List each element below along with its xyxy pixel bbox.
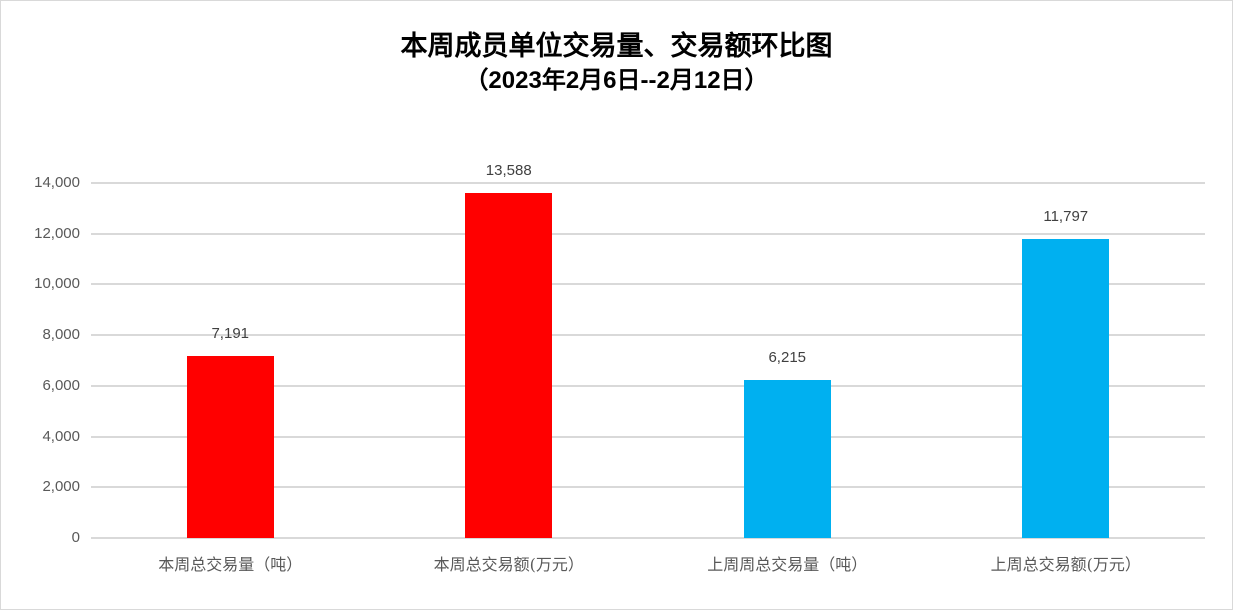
- x-category-label: 上周周总交易量（吨）: [707, 555, 868, 574]
- y-tick-label: 8,000: [42, 326, 80, 344]
- bar: [465, 193, 553, 538]
- gridline: [91, 283, 1205, 286]
- y-tick-label: 14,000: [34, 174, 80, 191]
- data-label: 13,588: [485, 162, 532, 180]
- y-tick-label: 0: [71, 529, 80, 546]
- x-category-label: 本周总交易额(万元）: [433, 555, 584, 574]
- bar: [186, 355, 274, 538]
- gridline: [91, 384, 1205, 387]
- x-category-label: 上周总交易额(万元）: [990, 555, 1141, 574]
- gridline: [91, 334, 1205, 337]
- gridline: [91, 537, 1205, 539]
- y-tick-label: 4,000: [42, 427, 80, 445]
- y-tick-label: 6,000: [42, 376, 80, 394]
- bar: [1022, 238, 1110, 538]
- y-tick-label: 10,000: [34, 275, 80, 293]
- data-label: 6,215: [768, 349, 807, 367]
- chart-subtitle: （2023年2月6日--2月12日）: [464, 67, 769, 94]
- data-label: 11,797: [1043, 207, 1089, 225]
- y-tick-label: 2,000: [42, 478, 80, 496]
- x-category-label: 本周总交易量（吨）: [158, 555, 303, 574]
- gridline: [91, 182, 1205, 184]
- data-label: 7,191: [211, 324, 250, 342]
- y-tick-label: 12,000: [34, 224, 80, 242]
- gridline: [91, 435, 1205, 438]
- gridline: [91, 232, 1205, 235]
- chart-title: 本周成员单位交易量、交易额环比图: [400, 31, 833, 62]
- bar: [743, 380, 831, 538]
- gridline: [91, 486, 1205, 489]
